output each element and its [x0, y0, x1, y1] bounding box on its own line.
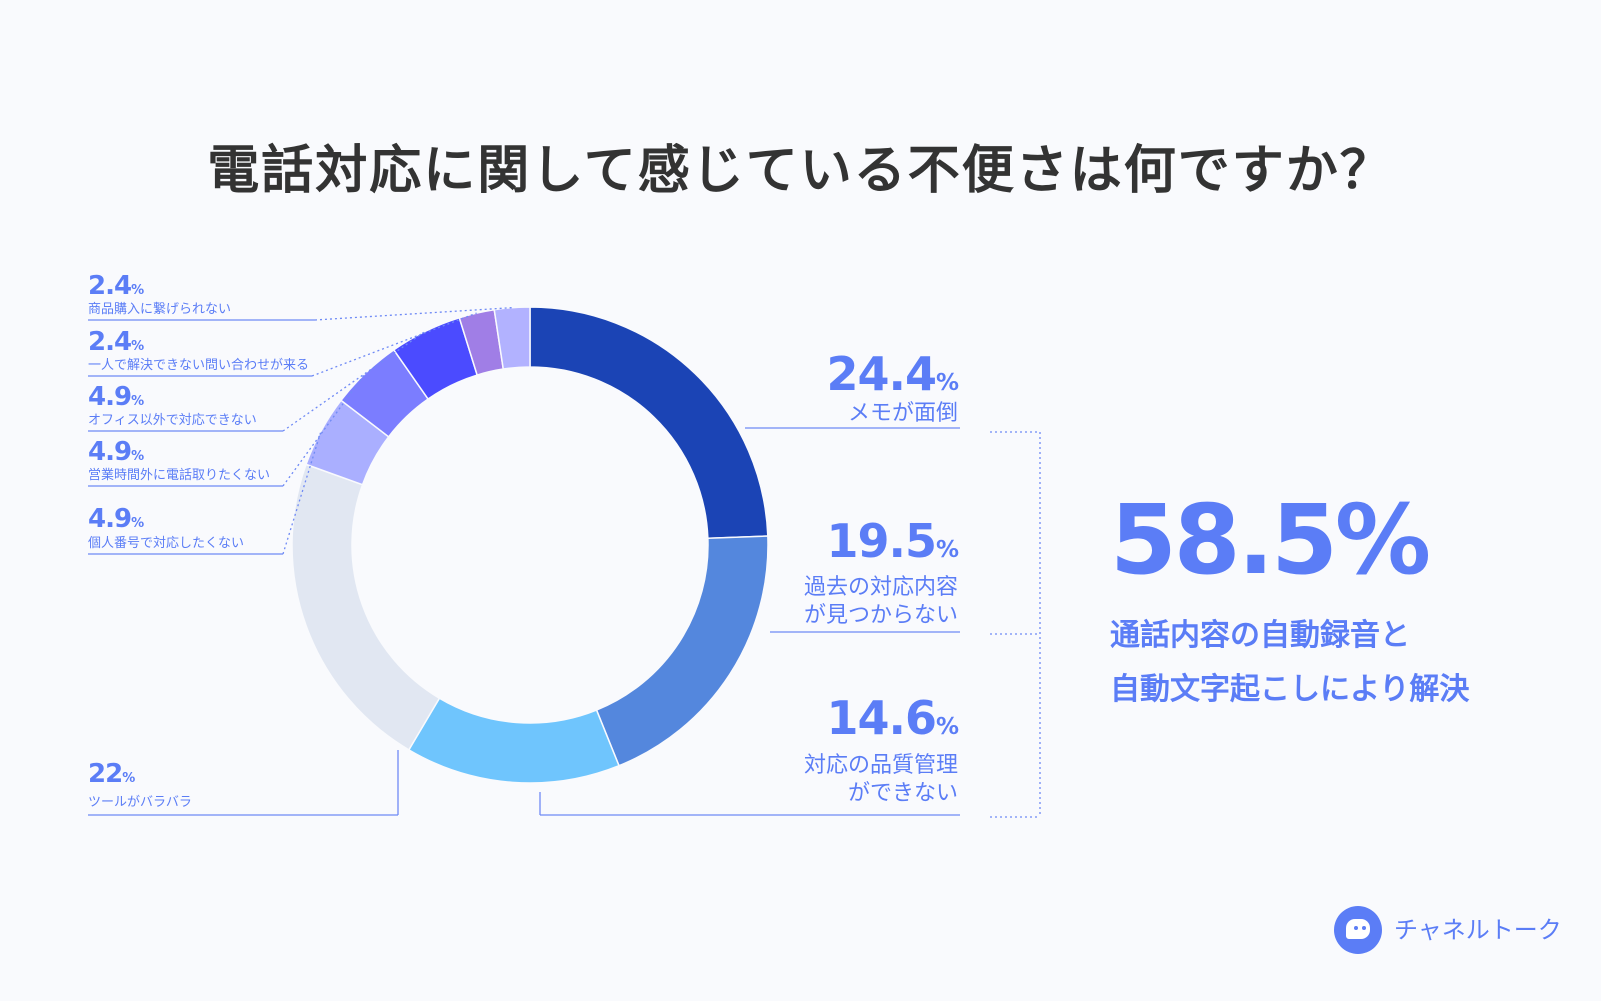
donut-slices — [291, 306, 769, 784]
slice-label-5: 個人番号で対応したくない — [88, 536, 244, 551]
slice-label-3-line-1: 対応の品質管理 — [804, 753, 958, 778]
summary-bracket — [990, 431, 1041, 818]
value-label-5: 4.9% — [88, 504, 144, 534]
donut-slice-1 — [529, 306, 769, 540]
value-label-3: 14.6% — [826, 691, 959, 745]
chart-title: 電話対応に関して感じている不便さは何ですか？ — [207, 141, 1394, 201]
slice-label-8: 一人で解決できない問い合わせが来る — [88, 358, 309, 373]
leader-connector-5 — [282, 430, 322, 555]
value-label-2: 19.5% — [826, 514, 959, 568]
value-label-6: 4.9% — [88, 437, 144, 467]
donut-slice-3 — [407, 697, 620, 784]
slice-label-1: メモが面倒 — [848, 401, 958, 426]
value-label-9: 2.4% — [88, 271, 144, 301]
slice-label-2-line-1: 過去の対応内容 — [804, 575, 958, 600]
slice-label-9: 商品購入に繋げられない — [88, 301, 231, 317]
leader-connector-6 — [282, 372, 366, 487]
value-label-1: 24.4% — [826, 347, 959, 401]
slice-label-4: ツールがバラバラ — [88, 795, 192, 810]
value-label-4: 22% — [88, 759, 135, 789]
slice-label-6: 営業時間外に電話取りたくない — [88, 467, 270, 483]
summary-text-line-1: 通話内容の自動録音と — [1110, 618, 1410, 653]
leader-connector-7 — [282, 330, 426, 432]
leader-lines — [88, 307, 960, 816]
brand-name: チャネルトーク — [1394, 916, 1562, 944]
value-label-7: 4.9% — [88, 382, 144, 412]
slice-label-3-line-2: ができない — [848, 781, 958, 806]
donut-slice-2 — [595, 535, 769, 767]
brand-logo-block: チャネルトーク — [1334, 906, 1562, 954]
donut-slice-4 — [291, 463, 441, 751]
leader-connector-8 — [311, 312, 477, 377]
value-label-8: 2.4% — [88, 327, 144, 357]
slice-label-2-line-2: が見つからない — [804, 603, 958, 628]
chat-bubble-icon — [1334, 906, 1382, 954]
summary-value: 58.5% — [1110, 484, 1431, 596]
summary-text-line-2: 自動文字起こしにより解決 — [1110, 672, 1470, 707]
slice-label-7: オフィス以外で対応できない — [88, 413, 257, 428]
